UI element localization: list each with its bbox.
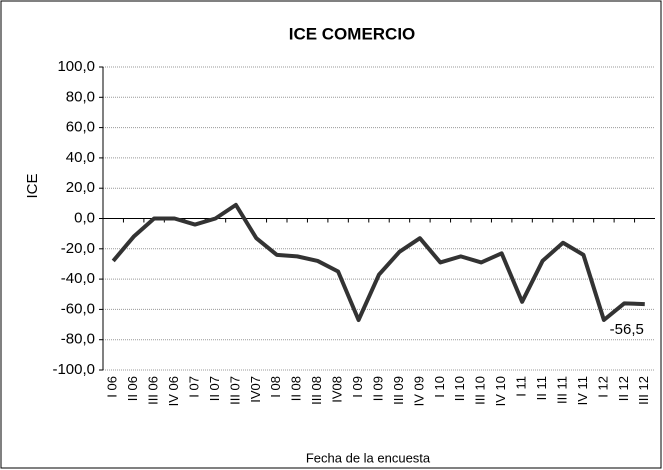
x-tick-label: IV07 (248, 376, 263, 403)
x-tick-label: III 07 (227, 376, 242, 405)
line-series (111, 202, 645, 323)
y-tick-label: -80,0 (61, 331, 95, 348)
x-tick-label: I 11 (514, 376, 529, 397)
x-tick-label: III 10 (473, 376, 488, 405)
y-axis-label: ICE (24, 173, 41, 198)
x-tick-label: II 11 (534, 376, 549, 400)
x-axis-label: Fecha de la encuesta (306, 450, 431, 465)
x-tick-label: I 10 (432, 376, 447, 398)
x-tick-label: IV 11 (575, 376, 590, 405)
y-tick-label: -40,0 (61, 270, 95, 287)
y-tick-label: 80,0 (66, 88, 95, 105)
y-tick-label: 60,0 (66, 119, 95, 136)
y-tick-label: -100,0 (52, 361, 95, 378)
x-tick-label: III 09 (391, 376, 406, 405)
x-tick-label: II 08 (289, 376, 304, 401)
x-tick-label: IV 06 (166, 376, 181, 406)
x-tick-label: II 07 (207, 376, 222, 401)
data-label: -56,5 (610, 321, 644, 338)
y-tick-label: 40,0 (66, 149, 95, 166)
x-tick-label: II 12 (616, 376, 631, 401)
x-tick-label: I 07 (186, 376, 201, 398)
y-tick-label: -60,0 (61, 300, 95, 317)
y-tick-label: -20,0 (61, 240, 95, 257)
x-tick-label: IV 09 (411, 376, 426, 406)
x-tick-label: III 12 (636, 376, 651, 405)
x-tick-label: III 11 (554, 376, 569, 404)
x-tick-label: II 06 (125, 376, 140, 401)
x-tick-label: IV 10 (493, 376, 508, 406)
x-tick-label: IV08 (330, 376, 345, 403)
x-tick-label: III 06 (146, 376, 161, 405)
x-tick-label: I 06 (105, 376, 120, 398)
x-tick-label: II 09 (370, 376, 385, 401)
x-tick-label: III 08 (309, 376, 324, 405)
y-tick-label: 100,0 (57, 58, 95, 75)
chart-title: ICE COMERCIO (289, 24, 416, 43)
x-tick-label: I 09 (350, 376, 365, 398)
x-tick-label: I 12 (595, 376, 610, 398)
y-tick-label: 20,0 (66, 179, 95, 196)
y-tick-label: 0,0 (74, 209, 95, 226)
x-tick-label: I 08 (268, 376, 283, 398)
x-tick-label: II 10 (452, 376, 467, 401)
